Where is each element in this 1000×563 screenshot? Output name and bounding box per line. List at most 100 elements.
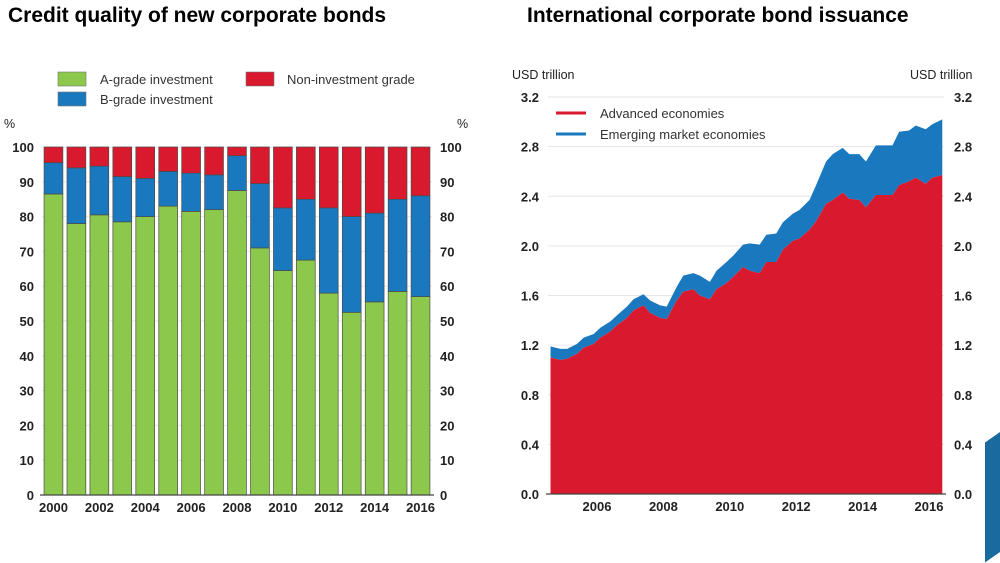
y-tick-label-left: 50	[20, 314, 34, 329]
bar-b-grade-investment-2011	[296, 198, 316, 261]
bar-non-investment-grade-2010	[273, 146, 293, 209]
right-y-unit-label: %	[457, 117, 468, 131]
y-tick-label-right: 90	[440, 175, 454, 190]
x-tick-label: 2002	[85, 500, 114, 515]
y-tick-label-right: 2.0	[954, 239, 972, 254]
y-tick-label-left: 40	[20, 349, 34, 364]
bar-a-grade-investment-2012	[319, 292, 339, 496]
bar-b-grade-investment-2001	[66, 167, 87, 224]
x-tick-label: 2010	[715, 499, 744, 514]
bar-non-investment-grade-2011	[296, 146, 316, 200]
x-tick-label: 2008	[649, 499, 678, 514]
bar-a-grade-investment-2015	[387, 291, 408, 496]
y-tick-label-right: 0.8	[954, 388, 972, 403]
y-tick-label-left: 60	[20, 279, 34, 294]
bar-b-grade-investment-2003	[112, 176, 133, 223]
x-tick-label: 2012	[314, 500, 343, 515]
bar-a-grade-investment-2006	[181, 211, 201, 496]
y-tick-label-left: 80	[20, 210, 34, 225]
y-tick-label-right: 3.2	[954, 90, 972, 105]
y-tick-label-left: 0	[27, 488, 34, 503]
bar-a-grade-investment-2014	[364, 301, 385, 496]
y-tick-label-right: 100	[440, 140, 462, 155]
bar-non-investment-grade-2001	[66, 146, 87, 169]
bar-non-investment-grade-2003	[112, 146, 133, 177]
x-tick-label: 2012	[782, 499, 811, 514]
x-tick-label: 2016	[915, 499, 944, 514]
bar-a-grade-investment-2004	[135, 216, 155, 496]
y-tick-label-right: 2.4	[954, 189, 973, 204]
x-tick-label: 2006	[583, 499, 612, 514]
y-tick-label-right: 80	[440, 210, 454, 225]
x-tick-label: 2014	[848, 499, 878, 514]
bar-non-investment-grade-2013	[341, 146, 362, 217]
x-tick-label: 2008	[223, 500, 252, 515]
bar-a-grade-investment-2008	[227, 190, 247, 496]
y-tick-label-right: 2.8	[954, 140, 972, 155]
bar-a-grade-investment-2011	[296, 259, 316, 496]
y-tick-label-right: 50	[440, 314, 454, 329]
right-chart-right-unit: USD trillion	[910, 68, 973, 82]
y-tick-label-right: 0	[440, 488, 447, 503]
legend-label-a-grade: A-grade investment	[100, 72, 213, 87]
y-tick-label-right: 10	[440, 453, 454, 468]
y-tick-label-left: 10	[20, 453, 34, 468]
bar-a-grade-investment-2010	[273, 270, 293, 496]
x-tick-label: 2014	[360, 500, 390, 515]
y-tick-label-left: 3.2	[521, 90, 539, 105]
y-tick-label-right: 70	[440, 244, 454, 259]
y-tick-label-left: 1.6	[521, 289, 539, 304]
bar-a-grade-investment-2003	[112, 221, 133, 496]
y-tick-label-right: 0.4	[954, 437, 973, 452]
bar-b-grade-investment-2002	[89, 165, 110, 216]
y-tick-label-left: 30	[20, 384, 34, 399]
bar-b-grade-investment-2000	[43, 162, 64, 195]
bar-a-grade-investment-2002	[89, 214, 110, 496]
y-tick-label-right: 30	[440, 384, 454, 399]
x-tick-label: 2010	[268, 500, 297, 515]
bar-a-grade-investment-2016	[410, 296, 431, 496]
bar-b-grade-investment-2006	[181, 172, 201, 212]
area-advanced-economies	[550, 175, 943, 495]
charts-canvas: % % A-grade investment B-grade investmen…	[4, 68, 973, 515]
y-tick-label-left: 2.8	[521, 140, 539, 155]
legend-label-emerging: Emerging market economies	[600, 127, 766, 142]
y-tick-label-left: 1.2	[521, 338, 539, 353]
chart-title-bond-issuance: International corporate bond issuance	[527, 4, 909, 27]
legend-label-advanced: Advanced economies	[600, 106, 725, 121]
x-tick-label: 2016	[406, 500, 435, 515]
bar-b-grade-investment-2009	[250, 183, 270, 249]
bar-a-grade-investment-2000	[43, 193, 64, 496]
bar-a-grade-investment-2005	[158, 205, 178, 496]
x-tick-label: 2000	[39, 500, 68, 515]
bar-a-grade-investment-2001	[66, 223, 87, 496]
y-tick-label-right: 60	[440, 279, 454, 294]
bar-a-grade-investment-2013	[341, 311, 362, 496]
bar-non-investment-grade-2008	[227, 146, 247, 157]
right-chart-left-unit: USD trillion	[512, 68, 575, 82]
bar-non-investment-grade-2014	[364, 146, 385, 214]
chart-title-credit-quality: Credit quality of new corporate bonds	[8, 4, 387, 27]
bar-b-grade-investment-2014	[364, 212, 385, 303]
bar-non-investment-grade-2009	[250, 146, 270, 184]
bar-b-grade-investment-2004	[135, 177, 155, 217]
bar-non-investment-grade-2015	[387, 146, 408, 200]
y-tick-label-left: 0.4	[521, 437, 540, 452]
x-tick-label: 2006	[177, 500, 206, 515]
legend-swatch-a-grade	[57, 71, 87, 87]
bar-non-investment-grade-2016	[410, 146, 431, 197]
bar-b-grade-investment-2016	[410, 195, 431, 297]
y-tick-label-left: 0.8	[521, 388, 539, 403]
bar-b-grade-investment-2012	[319, 207, 339, 294]
legend-swatch-non-investment	[245, 71, 275, 87]
y-tick-label-right: 1.2	[954, 338, 972, 353]
bar-non-investment-grade-2002	[89, 146, 110, 167]
y-tick-label-right: 0.0	[954, 487, 972, 502]
y-tick-label-left: 90	[20, 175, 34, 190]
bar-non-investment-grade-2005	[158, 146, 178, 172]
y-tick-label-left: 0.0	[521, 487, 539, 502]
bar-b-grade-investment-2013	[341, 216, 362, 313]
left-y-unit-label: %	[4, 117, 15, 131]
y-tick-label-left: 2.4	[521, 189, 540, 204]
y-tick-label-left: 2.0	[521, 239, 539, 254]
